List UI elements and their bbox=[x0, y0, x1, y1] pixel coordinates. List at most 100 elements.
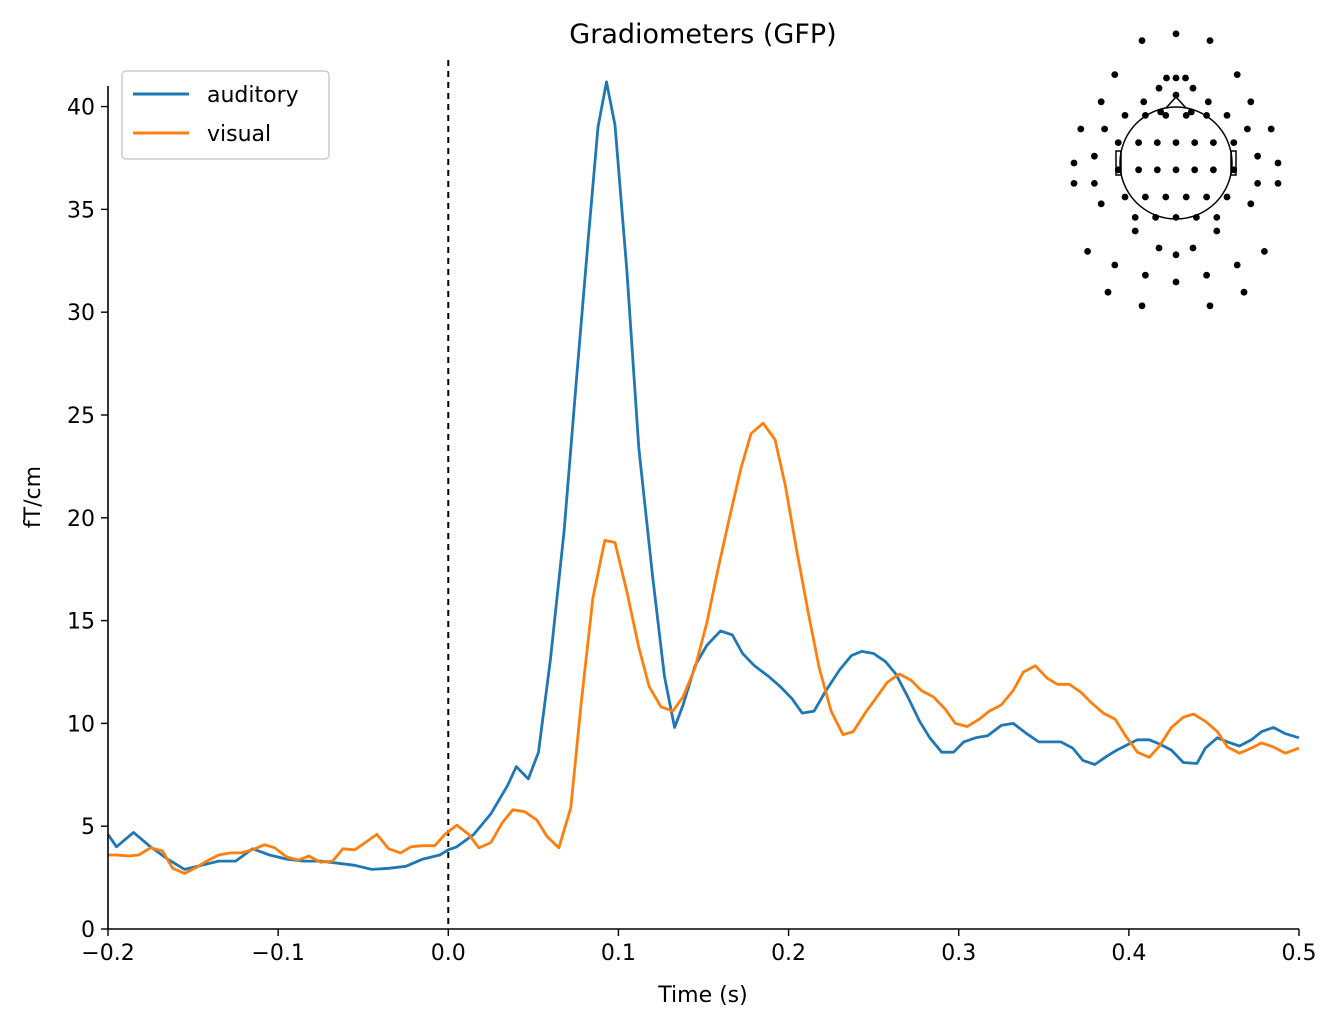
sensor-dot bbox=[1138, 302, 1146, 310]
sensor-dot bbox=[1230, 166, 1238, 174]
sensor-dot bbox=[1182, 112, 1190, 119]
sensor-dot bbox=[1114, 166, 1122, 174]
x-tick-label: 0.1 bbox=[601, 941, 636, 966]
sensor-dot bbox=[1182, 74, 1189, 82]
y-tick-label: 15 bbox=[67, 610, 95, 635]
sensor-dot bbox=[1203, 271, 1210, 279]
sensor-dot bbox=[1084, 248, 1091, 255]
sensor-dot bbox=[1104, 288, 1112, 296]
sensor-dot bbox=[1142, 112, 1149, 119]
sensor-dot bbox=[1157, 108, 1165, 116]
sensor-dot bbox=[1244, 125, 1251, 133]
y-axis-label: fT/cm bbox=[21, 466, 46, 528]
sensor-dot bbox=[1131, 214, 1139, 221]
sensor-dot bbox=[1152, 214, 1159, 221]
x-ticks: −0.2 −0.1 0.0 0.1 0.2 0.3 0.4 0.5 bbox=[81, 929, 1317, 966]
sensor-dot bbox=[1213, 227, 1221, 235]
y-tick-label: 30 bbox=[67, 301, 95, 326]
sensor-dot bbox=[1274, 180, 1282, 187]
sensor-dot bbox=[1153, 139, 1161, 146]
sensor-dot bbox=[1193, 214, 1200, 221]
sensor-dot bbox=[1077, 125, 1085, 133]
sensor-dot bbox=[1162, 112, 1170, 119]
sensor-dot bbox=[1091, 180, 1098, 187]
sensor-dot bbox=[1203, 112, 1210, 119]
sensor-dot bbox=[1187, 108, 1195, 116]
x-tick-label: 0.2 bbox=[771, 941, 806, 966]
sensor-dot bbox=[1172, 166, 1180, 174]
sensor-dot bbox=[1233, 261, 1241, 269]
legend: auditory visual bbox=[121, 70, 330, 160]
sensor-dot bbox=[1163, 74, 1170, 82]
sensor-dot bbox=[1189, 84, 1197, 92]
sensor-dot bbox=[1191, 166, 1199, 174]
sensor-dot bbox=[1261, 248, 1268, 255]
sensor-dot bbox=[1153, 166, 1161, 174]
x-tick-label: −0.2 bbox=[81, 941, 134, 966]
sensor-layout-head-icon bbox=[1070, 30, 1282, 310]
sensor-dot bbox=[1121, 112, 1129, 119]
sensor-dot bbox=[1155, 244, 1163, 252]
sensor-dot bbox=[1172, 214, 1180, 221]
sensor-dot bbox=[1172, 74, 1180, 82]
sensor-dot bbox=[1111, 261, 1119, 269]
sensor-dots bbox=[1070, 30, 1282, 310]
y-ticks: 0 5 10 15 20 25 30 35 40 bbox=[67, 96, 108, 943]
y-tick-label: 20 bbox=[67, 507, 95, 532]
sensor-dot bbox=[1172, 139, 1180, 146]
y-tick-label: 5 bbox=[81, 815, 95, 840]
y-tick-label: 40 bbox=[67, 96, 95, 121]
x-tick-label: −0.1 bbox=[251, 941, 304, 966]
sensor-dot bbox=[1114, 139, 1122, 146]
sensor-dot bbox=[1230, 139, 1238, 146]
sensor-dot bbox=[1172, 91, 1180, 99]
sensor-dot bbox=[1140, 98, 1148, 106]
sensor-dot bbox=[1204, 98, 1212, 106]
chart-title: Gradiometers (GFP) bbox=[569, 19, 836, 50]
sensor-dot bbox=[1182, 193, 1190, 201]
sensor-dot bbox=[1247, 98, 1255, 106]
sensor-dot bbox=[1172, 278, 1180, 286]
head-outline bbox=[1119, 106, 1233, 220]
sensor-dot bbox=[1206, 37, 1214, 44]
right-ear bbox=[1230, 150, 1237, 176]
sensor-dot bbox=[1135, 139, 1142, 146]
sensor-dot bbox=[1191, 139, 1199, 146]
x-tick-label: 0.4 bbox=[1111, 941, 1146, 966]
sensor-dot bbox=[1203, 193, 1210, 201]
sensor-dot bbox=[1097, 200, 1105, 208]
x-tick-label: 0.5 bbox=[1282, 941, 1317, 966]
sensor-dot bbox=[1267, 125, 1275, 133]
sensor-dot bbox=[1097, 98, 1105, 106]
sensor-dot bbox=[1172, 251, 1180, 259]
sensor-dot bbox=[1210, 139, 1217, 146]
sensor-dot bbox=[1254, 152, 1261, 160]
sensor-dot bbox=[1155, 84, 1163, 92]
x-tick-label: 0.0 bbox=[431, 941, 466, 966]
sensor-dot bbox=[1091, 152, 1098, 160]
sensor-dot bbox=[1274, 159, 1282, 167]
series-auditory-line bbox=[106, 80, 1300, 871]
sensor-dot bbox=[1101, 125, 1108, 133]
sensor-dot bbox=[1135, 166, 1142, 174]
sensor-dot bbox=[1210, 166, 1217, 174]
sensor-dot bbox=[1142, 193, 1149, 201]
sensor-dot bbox=[1172, 30, 1180, 38]
y-tick-label: 35 bbox=[67, 198, 95, 223]
sensor-dot bbox=[1206, 302, 1214, 310]
sensor-dot bbox=[1121, 193, 1129, 201]
x-axis-label: Time (s) bbox=[657, 983, 747, 1008]
legend-label-visual: visual bbox=[207, 122, 271, 147]
sensor-dot bbox=[1223, 112, 1231, 119]
sensor-dot bbox=[1213, 214, 1221, 221]
sensor-dot bbox=[1233, 71, 1241, 78]
sensor-dot bbox=[1162, 193, 1170, 201]
sensor-dot bbox=[1247, 200, 1255, 208]
y-tick-label: 10 bbox=[67, 712, 95, 737]
axes: −0.2 −0.1 0.0 0.1 0.2 0.3 0.4 0.5 0 5 10 15 20 25 30 3… bbox=[67, 86, 1317, 966]
sensor-dot bbox=[1240, 288, 1248, 296]
sensor-dot bbox=[1070, 180, 1078, 187]
series-visual-line bbox=[108, 421, 1300, 875]
plot-area bbox=[106, 60, 1300, 929]
